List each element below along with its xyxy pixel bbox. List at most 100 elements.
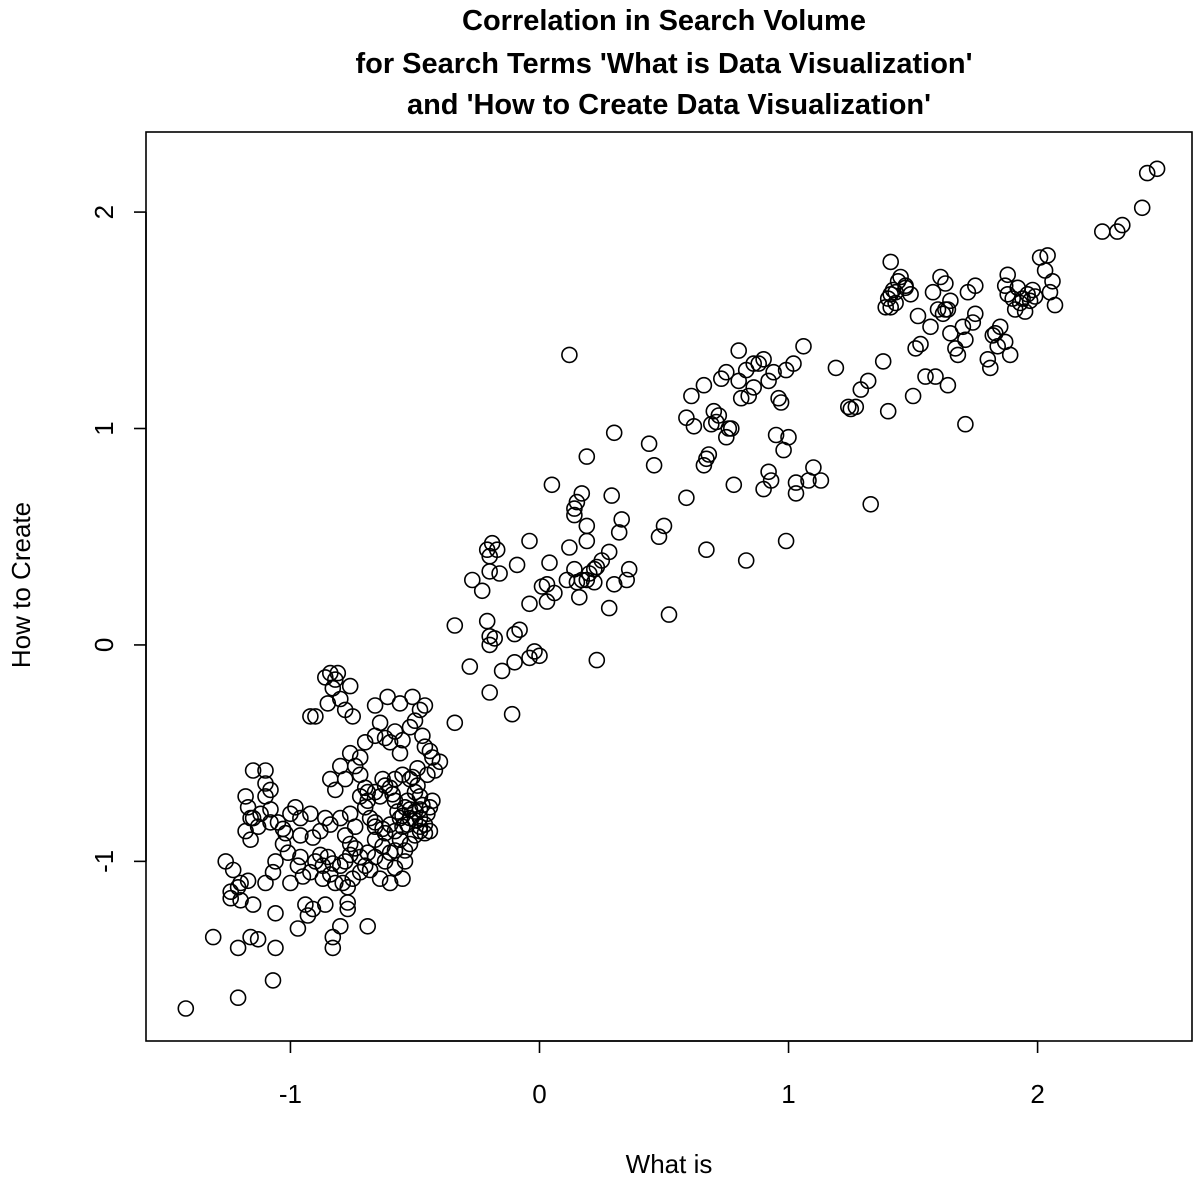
data-point — [924, 283, 942, 301]
data-point — [949, 346, 967, 364]
data-point — [463, 571, 481, 589]
data-point — [229, 989, 247, 1007]
data-point — [287, 798, 304, 816]
data-point — [292, 809, 309, 827]
data-point — [603, 487, 621, 504]
data-point — [979, 350, 997, 368]
x-tick-label: 0 — [532, 1079, 546, 1109]
data-point — [745, 379, 763, 396]
data-point — [366, 697, 384, 714]
data-point — [678, 489, 695, 507]
data-point — [610, 524, 628, 541]
data-point — [257, 775, 274, 792]
data-point — [431, 753, 449, 771]
data-point — [411, 801, 429, 818]
data-point — [613, 511, 631, 528]
data-point — [279, 844, 297, 862]
data-point — [324, 939, 342, 957]
data-point — [242, 928, 259, 946]
data-point — [996, 277, 1014, 295]
data-point — [1138, 164, 1156, 182]
data-point — [324, 679, 342, 697]
data-point — [1036, 262, 1054, 279]
data-point — [366, 818, 384, 836]
data-point — [324, 855, 342, 872]
data-point — [884, 281, 902, 299]
data-point — [991, 318, 1009, 336]
data-point — [244, 762, 262, 779]
data-point — [376, 853, 394, 870]
data-point — [239, 872, 257, 890]
data-point — [264, 972, 282, 989]
data-point — [384, 785, 401, 803]
data-point — [685, 417, 703, 435]
data-point — [394, 818, 411, 836]
data-point — [411, 701, 429, 719]
x-tick-label: 2 — [1030, 1079, 1044, 1109]
data-point — [508, 556, 526, 574]
data-point — [1001, 346, 1019, 364]
data-point — [493, 662, 511, 680]
data-point — [204, 928, 222, 946]
data-point — [339, 900, 357, 918]
data-point — [232, 891, 249, 909]
data-point — [981, 359, 999, 377]
data-point — [478, 612, 496, 630]
data-point — [605, 424, 623, 442]
data-point — [302, 805, 319, 823]
data-point — [274, 835, 292, 853]
data-point — [521, 532, 538, 550]
data-point — [257, 874, 274, 892]
data-point — [762, 472, 780, 489]
data-point — [1148, 160, 1166, 178]
data-point — [578, 517, 596, 535]
data-point — [526, 643, 543, 660]
data-point — [934, 305, 952, 323]
data-point — [887, 294, 904, 312]
data-point — [904, 387, 922, 405]
data-point — [1046, 296, 1064, 314]
data-point — [698, 541, 715, 559]
data-point — [359, 917, 377, 935]
data-point — [242, 831, 259, 849]
data-point — [600, 599, 618, 617]
data-point — [710, 407, 728, 424]
data-point — [222, 889, 239, 907]
data-point — [558, 571, 576, 589]
data-point — [600, 543, 618, 561]
data-point — [386, 842, 404, 859]
data-point — [326, 874, 344, 892]
data-point — [909, 307, 927, 325]
data-point — [937, 301, 954, 318]
data-point — [907, 340, 924, 357]
data-point — [336, 827, 354, 844]
data-point — [882, 253, 900, 271]
data-point — [730, 372, 748, 390]
data-point — [177, 1000, 195, 1017]
data-point — [1016, 303, 1034, 320]
data-point — [566, 506, 583, 524]
data-point — [346, 818, 364, 836]
data-point — [237, 822, 254, 840]
data-point — [740, 387, 758, 405]
data-point — [314, 870, 332, 888]
data-point — [1039, 247, 1056, 264]
data-point — [939, 376, 957, 394]
data-point — [1094, 223, 1111, 240]
data-point — [942, 292, 959, 310]
data-point — [262, 814, 279, 831]
data-point — [750, 355, 768, 372]
data-point — [506, 625, 523, 643]
data-point — [578, 448, 596, 465]
y-tick-label: 1 — [89, 421, 119, 435]
data-point — [640, 435, 658, 453]
data-point — [730, 342, 748, 359]
data-point — [772, 394, 790, 411]
data-point — [882, 298, 900, 316]
data-point — [785, 355, 802, 372]
data-point — [302, 708, 319, 725]
data-point — [267, 939, 284, 957]
data-point — [892, 268, 909, 286]
data-point — [319, 695, 337, 712]
